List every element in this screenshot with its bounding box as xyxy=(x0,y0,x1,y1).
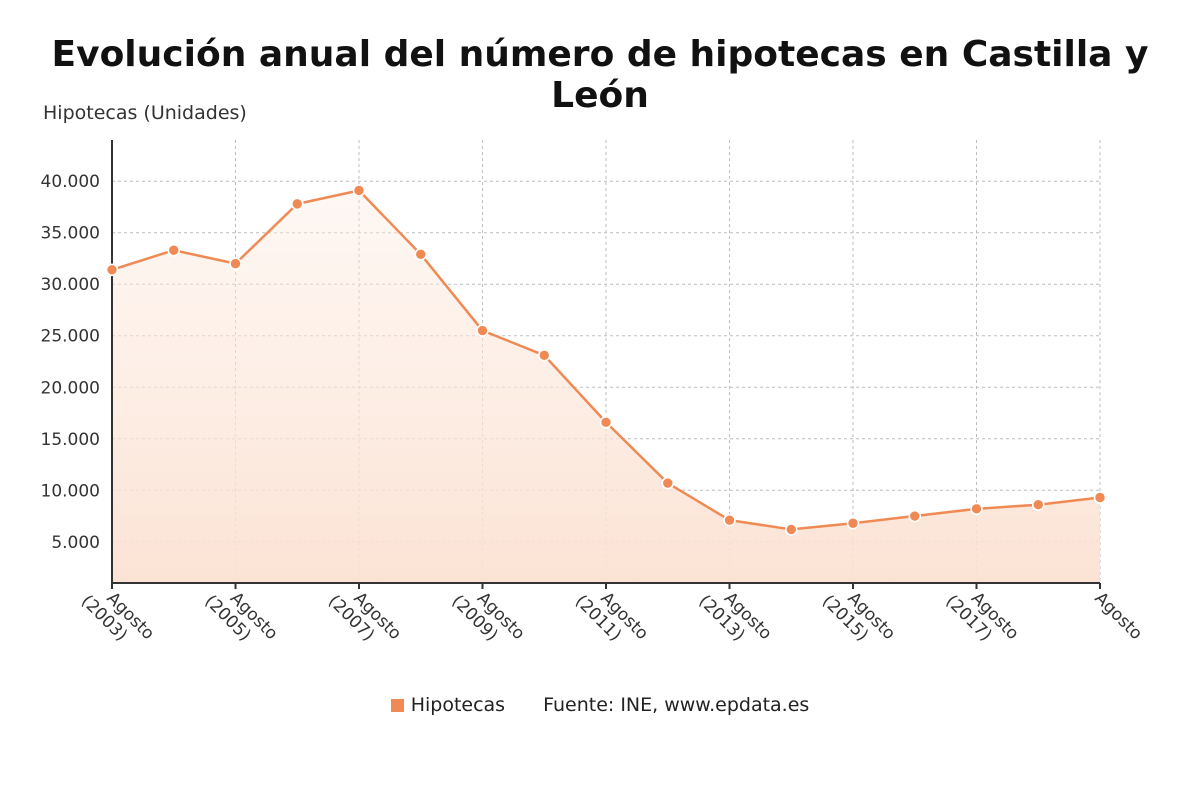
y-tick-label: 5.000 xyxy=(51,533,100,553)
area-path xyxy=(112,190,1100,584)
x-tick-label: Agosto(2017) xyxy=(942,588,1023,645)
y-tick-label: 40.000 xyxy=(41,172,100,192)
legend: Hipotecas Fuente: INE, www.epdata.es xyxy=(0,694,1200,716)
data-point xyxy=(352,184,366,197)
legend-label: Hipotecas xyxy=(410,694,506,716)
data-point xyxy=(290,197,304,211)
y-axis-label: Hipotecas (Unidades) xyxy=(43,102,247,124)
source-note: Fuente: INE, www.epdata.es xyxy=(543,694,810,716)
data-point xyxy=(167,243,181,257)
x-tick-labels: Agosto(2003) Agosto(2005) Agosto(2007) Agos… xyxy=(77,588,1146,645)
y-tick-label: 20.000 xyxy=(41,378,100,398)
y-tick-labels: 5.000 10.000 15.000 20.000 25.000 30.000 35.00… xyxy=(41,172,100,553)
data-point xyxy=(908,509,922,523)
y-tick-label: 15.000 xyxy=(41,430,100,450)
data-point xyxy=(1093,491,1107,504)
y-tick-label: 25.000 xyxy=(41,327,100,347)
y-tick-label: 35.000 xyxy=(41,224,100,244)
data-point xyxy=(229,257,242,270)
y-tick-label: 30.000 xyxy=(41,275,100,295)
data-point xyxy=(537,349,551,362)
x-tick-label: Agosto(2009) xyxy=(448,588,529,645)
data-point xyxy=(846,516,860,530)
x-tick-label: Agosto(2007) xyxy=(324,588,405,645)
data-point xyxy=(661,476,675,490)
x-tick-label: Agosto(2005) xyxy=(201,588,282,645)
x-tick-label-line1: Agosto xyxy=(1090,588,1146,644)
x-tick-label: Agosto xyxy=(1090,588,1146,644)
y-tick-label: 10.000 xyxy=(41,481,100,501)
area-fill xyxy=(112,190,1100,584)
data-point xyxy=(599,415,613,429)
data-point xyxy=(476,324,489,337)
x-tick-label: Agosto(2015) xyxy=(818,588,899,645)
data-point xyxy=(1031,498,1045,512)
x-tick-label: Agosto(2013) xyxy=(695,588,776,645)
x-tick-label: Agosto(2011) xyxy=(571,588,652,645)
chart-title: Evolución anual del número de hipotecas … xyxy=(51,34,1149,116)
data-point xyxy=(784,523,798,536)
data-points xyxy=(105,184,1107,536)
data-point xyxy=(723,513,736,527)
axes xyxy=(111,140,1101,589)
x-tick-label: Agosto(2003) xyxy=(77,588,158,645)
legend-swatch xyxy=(390,698,404,712)
data-point xyxy=(414,248,428,261)
data-point xyxy=(970,502,983,516)
data-point xyxy=(105,263,119,277)
